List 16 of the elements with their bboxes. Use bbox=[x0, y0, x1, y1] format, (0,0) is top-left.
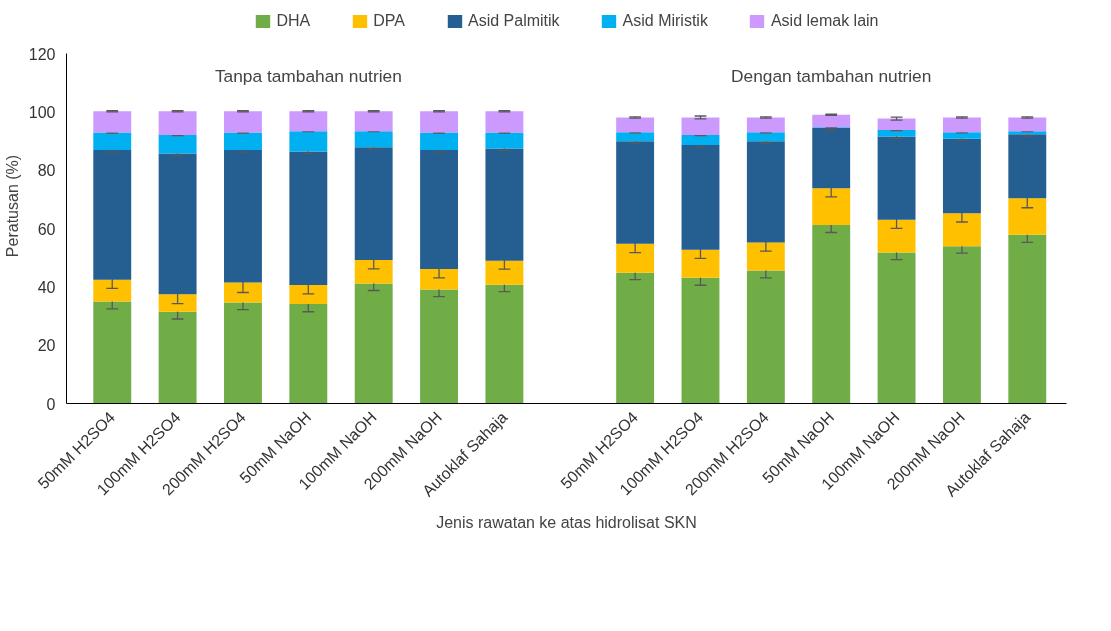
y-tick-label: 120 bbox=[28, 45, 56, 63]
legend-label: DHA bbox=[276, 12, 311, 30]
annotation: Dengan tambahan nutrien bbox=[731, 65, 932, 86]
y-tick-label: 100 bbox=[28, 104, 56, 122]
y-tick-label: 0 bbox=[46, 395, 56, 413]
legend-label: Asid Palmitik bbox=[467, 12, 560, 30]
y-axis-title: Peratusan (%) bbox=[3, 154, 21, 258]
legend-label: Asid lemak lain bbox=[770, 12, 879, 30]
legend-label: Asid Miristik bbox=[622, 12, 708, 30]
y-tick-label: 60 bbox=[37, 220, 56, 238]
legend-label: DPA bbox=[373, 12, 405, 30]
y-tick-label: 80 bbox=[37, 162, 56, 180]
y-tick-label: 40 bbox=[37, 278, 56, 296]
y-tick-label: 20 bbox=[37, 337, 56, 355]
x-axis-title: Jenis rawatan ke atas hidrolisat SKN bbox=[436, 513, 697, 531]
annotation: Tanpa tambahan nutrien bbox=[214, 65, 402, 86]
